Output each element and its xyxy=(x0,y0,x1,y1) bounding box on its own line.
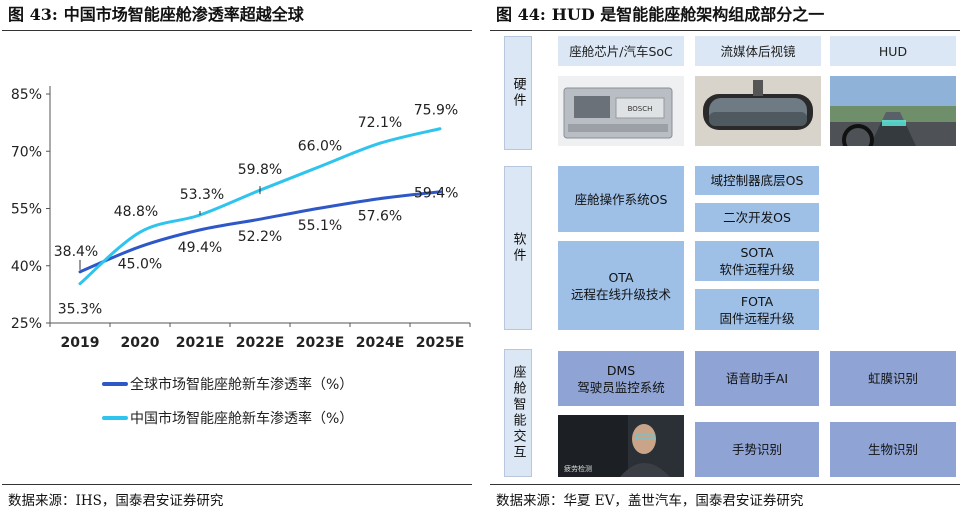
y-tick-label: 55% xyxy=(11,202,42,218)
legend-label-2: 中国市场智能座舱新车渗透率（%） xyxy=(130,410,353,427)
sota-title: SOTA xyxy=(740,245,774,260)
category-software: 软件 xyxy=(504,166,532,330)
fota-desc: 固件远程升级 xyxy=(719,310,795,326)
data-label: 72.1% xyxy=(358,115,402,131)
data-label: 35.3% xyxy=(58,302,102,318)
hardware-chip-label: 座舱芯片/汽车SoC xyxy=(558,36,684,66)
data-label: 66.0% xyxy=(298,139,342,155)
dms-box: DMS 驾驶员监控系统 xyxy=(558,351,684,406)
left-figure-title: 图 43: 中国市场智能座舱渗透率超越全球 xyxy=(8,4,474,26)
category-hardware-label: 硬件 xyxy=(510,77,526,109)
secondary-dev-os-box: 二次开发OS xyxy=(695,203,819,232)
cockpit-os-box: 座舱操作系统OS xyxy=(558,166,684,232)
ota-desc: 远程在线升级技术 xyxy=(570,286,671,302)
sota-desc: 软件远程升级 xyxy=(719,262,795,277)
dms-image-caption: 疲劳检测 xyxy=(564,464,592,473)
chip-image: BOSCH xyxy=(558,76,684,146)
x-tick-label: 2021E xyxy=(176,335,225,351)
x-tick-label: 2022E xyxy=(236,335,285,351)
right-figure-source: 数据来源：华夏 EV，盖世汽车，国泰君安证券研究 xyxy=(496,493,804,509)
data-label: 45.0% xyxy=(118,257,162,273)
y-tick-label: 40% xyxy=(11,259,42,275)
data-label: 49.4% xyxy=(178,240,222,256)
dms-title: DMS xyxy=(606,362,636,378)
data-label: 75.9% xyxy=(414,103,458,119)
right-figure-number: 图 44: xyxy=(496,5,546,24)
y-tick-label: 85% xyxy=(11,87,42,103)
series-line-1 xyxy=(78,190,442,274)
category-hardware: 硬件 xyxy=(504,36,532,150)
x-tick-label: 2025E xyxy=(416,335,465,351)
category-interaction-label: 座舱智能交互 xyxy=(510,365,526,461)
data-label: 59.8% xyxy=(238,162,282,178)
dms-desc: 驾驶员监控系统 xyxy=(577,379,665,395)
left-source-rule xyxy=(2,484,472,485)
hardware-mirror-label: 流媒体后视镜 xyxy=(695,36,821,66)
right-figure-panel: 图 44: HUD 是智能能座舱架构组成部分之一 硬件 座舱芯片/汽车SoC 流媒… xyxy=(488,0,962,515)
right-source-rule xyxy=(490,484,960,485)
data-label: 59.4% xyxy=(414,186,458,202)
ota-box: OTA 远程在线升级技术 xyxy=(558,241,684,330)
fota-box: FOTA 固件远程升级 xyxy=(695,289,819,330)
iris-recognition-box: 虹膜识别 xyxy=(830,351,956,406)
bio-recognition-box: 生物识别 xyxy=(830,422,956,477)
data-label: 48.8% xyxy=(114,204,158,220)
mirror-image xyxy=(695,76,821,146)
category-software-label: 软件 xyxy=(510,232,526,264)
penetration-line-chart: 25% 40% 55% 70% 85% 2019 2020 2021E 2022E 2023E 20… xyxy=(11,86,471,427)
y-tick-label: 25% xyxy=(11,316,42,332)
hardware-hud-label: HUD xyxy=(830,36,956,66)
ota-title: OTA xyxy=(608,269,634,285)
x-tick-label: 2019 xyxy=(61,335,100,351)
voice-assistant-box: 语音助手AI xyxy=(695,351,819,406)
data-label: 52.2% xyxy=(238,229,282,245)
left-figure-number: 图 43: xyxy=(8,5,58,24)
data-label: 55.1% xyxy=(298,218,342,234)
data-label: 57.6% xyxy=(358,209,402,225)
x-tick-label: 2020 xyxy=(121,335,160,351)
domain-controller-os-box: 域控制器底层OS xyxy=(695,166,819,195)
fota-title: FOTA xyxy=(740,293,774,309)
right-figure-title-text: HUD 是智能能座舱架构组成部分之一 xyxy=(551,5,825,24)
left-figure-title-text: 中国市场智能座舱渗透率超越全球 xyxy=(63,5,304,24)
dms-image: 疲劳检测 xyxy=(558,415,684,477)
left-title-rule xyxy=(2,30,472,31)
x-tick-label: 2024E xyxy=(356,335,405,351)
legend-label-1: 全球市场智能座舱新车渗透率（%） xyxy=(130,376,353,393)
x-tick-label: 2023E xyxy=(296,335,345,351)
left-figure-panel: 图 43: 中国市场智能座舱渗透率超越全球 25% 40% 55% 70% 85% 2019… xyxy=(0,0,474,515)
data-label: 53.3% xyxy=(180,187,224,203)
data-label: 38.4% xyxy=(54,244,98,260)
chip-brand-text: BOSCH xyxy=(628,105,653,113)
sota-box: SOTA 软件远程升级 xyxy=(695,241,819,281)
hud-image xyxy=(830,76,956,146)
y-tick-label: 70% xyxy=(11,144,42,160)
category-interaction: 座舱智能交互 xyxy=(504,349,532,477)
right-title-rule xyxy=(490,30,960,31)
right-figure-title: 图 44: HUD 是智能能座舱架构组成部分之一 xyxy=(496,4,962,26)
left-figure-source: 数据来源：IHS，国泰君安证券研究 xyxy=(8,493,224,509)
gesture-recognition-box: 手势识别 xyxy=(695,422,819,477)
